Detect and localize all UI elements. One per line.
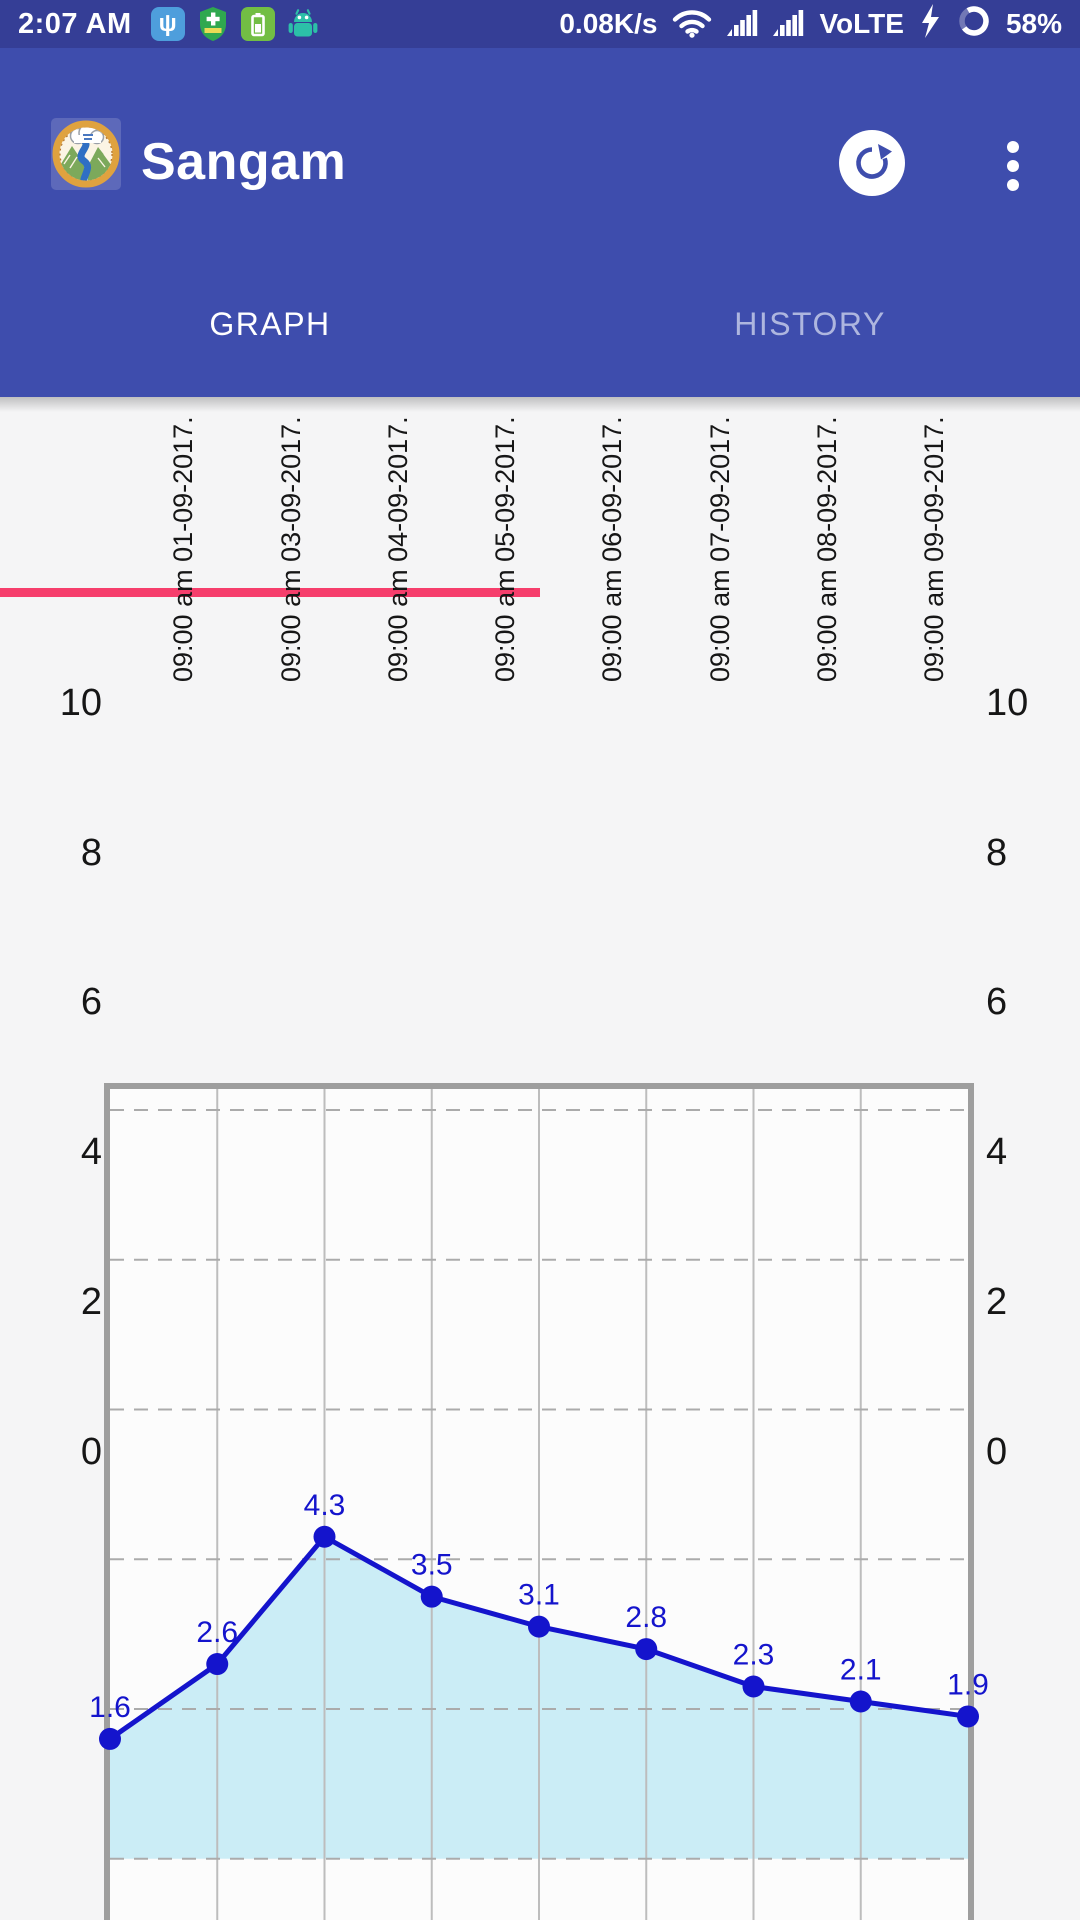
y-axis-tick-left: 6 — [80, 981, 102, 1024]
x-axis-label: 09:00 am 09-09-2017. — [919, 416, 949, 682]
y-axis-tick-right: 4 — [986, 1131, 1008, 1174]
x-axis-label: 09:00 am 03-09-2017. — [275, 416, 306, 682]
svg-text:2.6: 2.6 — [196, 1616, 238, 1649]
status-time: 2:07 AM — [18, 7, 132, 40]
svg-text:2.8: 2.8 — [625, 1601, 667, 1634]
y-axis-tick-left: 4 — [80, 1131, 102, 1174]
y-axis-tick-left: 10 — [59, 681, 102, 724]
header-shadow — [0, 397, 1080, 412]
tab-history[interactable]: HISTORY — [734, 306, 886, 342]
svg-text:2.3: 2.3 — [733, 1639, 775, 1672]
y-axis-tick-right: 0 — [986, 1430, 1008, 1473]
y-axis-tick-left: 8 — [80, 831, 102, 874]
y-axis-tick-left: 0 — [80, 1430, 102, 1473]
x-axis-label: 09:00 am 08-09-2017. — [811, 416, 842, 682]
active-tab-indicator — [0, 588, 540, 597]
x-axis-label: 09:00 am 06-09-2017. — [597, 416, 628, 682]
antivirus-shield-icon — [196, 7, 230, 41]
y-axis-tick-left: 2 — [80, 1280, 102, 1323]
flash-icon — [918, 3, 942, 45]
menu-dot — [1007, 179, 1019, 191]
tab-bar: GRAPH HISTORY — [0, 200, 1080, 597]
menu-dot — [1007, 160, 1019, 172]
x-axis-label: 09:00 am 05-09-2017. — [490, 416, 520, 682]
battery-ring-icon — [956, 3, 992, 46]
tab-graph[interactable]: GRAPH — [209, 306, 331, 342]
battery-app-icon — [240, 7, 275, 41]
status-bar: 2:07 AM ψ — [0, 0, 1080, 48]
volte-label: VoLTE — [819, 8, 904, 39]
wifi-icon — [671, 4, 713, 45]
water-level-chart: 1.62.64.33.53.12.82.32.11.9Sangam Water … — [0, 397, 1080, 1920]
y-axis-tick-right: 8 — [986, 831, 1008, 874]
x-axis-label: 09:00 am 04-09-2017. — [382, 416, 413, 682]
refresh-button[interactable] — [839, 130, 905, 196]
android-icon — [286, 7, 320, 41]
menu-dot — [1007, 141, 1019, 153]
svg-text:1.6: 1.6 — [89, 1691, 131, 1724]
plot-area: 1.62.64.33.53.12.82.32.11.9Sangam Water … — [89, 1083, 989, 1920]
svg-text:1.9: 1.9 — [947, 1668, 989, 1701]
x-axis-label: 09:00 am 07-09-2017. — [704, 416, 735, 682]
chart-canvas: 1.62.64.33.53.12.82.32.11.9Sangam Water … — [89, 1089, 989, 1920]
signal-bars-icon — [727, 5, 759, 44]
y-axis-tick-right: 6 — [986, 981, 1008, 1024]
overflow-menu-button[interactable] — [995, 136, 1031, 196]
svg-text:2.1: 2.1 — [840, 1653, 882, 1686]
usb-icon: ψ — [150, 7, 185, 41]
svg-text:4.3: 4.3 — [304, 1489, 346, 1522]
battery-percent: 58% — [1005, 8, 1062, 39]
page-title: Sangam — [141, 133, 347, 191]
x-axis-label: 09:00 am 01-09-2017. — [168, 416, 199, 682]
app-bar: Sangam — [0, 48, 1080, 200]
signal-bars-icon — [773, 5, 805, 44]
svg-text:3.1: 3.1 — [518, 1579, 560, 1612]
y-axis-tick-right: 10 — [986, 681, 1029, 724]
svg-text:3.5: 3.5 — [411, 1549, 453, 1582]
app-logo-icon — [50, 114, 122, 199]
network-speed: 0.08K/s — [559, 8, 658, 39]
y-axis-tick-right: 2 — [986, 1280, 1008, 1323]
